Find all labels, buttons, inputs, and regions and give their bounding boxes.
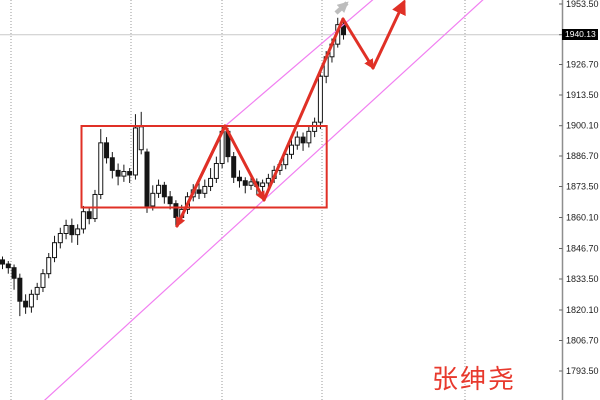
candle-body-down bbox=[0, 259, 5, 265]
axis-price-label: 1793.50 bbox=[566, 366, 599, 376]
candle-body-up bbox=[202, 185, 208, 194]
candle-body-down bbox=[69, 224, 75, 236]
candle-body-down bbox=[144, 151, 150, 207]
candle-body-up bbox=[80, 211, 86, 230]
candle-body-down bbox=[161, 184, 167, 198]
vertical-gridlines bbox=[10, 0, 466, 400]
candle-body-up bbox=[121, 171, 127, 177]
candle-body-up bbox=[40, 273, 46, 288]
gray-arrow bbox=[334, 1, 349, 15]
candle-body-up bbox=[265, 177, 271, 184]
current-price-value: 1940.13 bbox=[565, 29, 596, 39]
axis-price-label: 1833.50 bbox=[566, 274, 599, 284]
candle-body-up bbox=[156, 184, 162, 194]
candle-body-down bbox=[11, 267, 17, 279]
candle-body-up bbox=[150, 192, 156, 207]
candle-body-down bbox=[167, 196, 173, 205]
zigzag-arrows bbox=[175, 0, 406, 228]
candle-body-down bbox=[17, 277, 23, 302]
candle-body-down bbox=[127, 171, 133, 176]
candle-body-down bbox=[115, 169, 121, 177]
axis-price-label: 1913.50 bbox=[566, 90, 599, 100]
candle-body-down bbox=[109, 157, 115, 171]
candle-body-up bbox=[34, 286, 40, 295]
axis-price-label: 1886.70 bbox=[566, 151, 599, 161]
candle-body-up bbox=[317, 75, 323, 123]
candle-body-up bbox=[132, 127, 138, 176]
candle-body-up bbox=[213, 163, 219, 179]
candle-body-down bbox=[104, 142, 110, 159]
axis-price-label: 1900.10 bbox=[566, 121, 599, 131]
candle-body-up bbox=[98, 142, 104, 195]
candle-body-down bbox=[23, 300, 29, 308]
candle-body-down bbox=[86, 211, 92, 220]
candle-body-down bbox=[242, 180, 248, 186]
candle-body-down bbox=[196, 189, 202, 194]
candle-body-up bbox=[248, 181, 254, 186]
candle-body-up bbox=[283, 153, 289, 166]
axis-price-label: 1953.50 bbox=[566, 0, 599, 9]
axis-price-label: 1806.70 bbox=[566, 336, 599, 346]
axis-price-label: 1860.10 bbox=[566, 213, 599, 223]
candle-body-up bbox=[208, 177, 214, 187]
signature-text: 张绅尧 bbox=[432, 364, 517, 394]
candle-body-up bbox=[138, 126, 144, 151]
candle-body-up bbox=[63, 224, 69, 234]
axis-price-label: 1820.10 bbox=[566, 305, 599, 315]
price-axis: 1953.50 1926.70 1913.50 1900.10 1886.70 1873.… bbox=[559, 0, 599, 400]
trend-channel-lines bbox=[43, 0, 484, 400]
candle-body-down bbox=[5, 263, 11, 269]
candle-body-up bbox=[75, 228, 81, 236]
candle-body-up bbox=[52, 242, 58, 259]
candle-body-up bbox=[28, 293, 34, 308]
candles bbox=[0, 17, 347, 317]
axis-price-label: 1873.50 bbox=[566, 182, 599, 192]
candle-body-up bbox=[289, 144, 294, 155]
axis-price-label: 1926.70 bbox=[566, 60, 599, 70]
candle-body-down bbox=[300, 136, 306, 144]
candle-body-down bbox=[173, 203, 179, 218]
candle-body-up bbox=[260, 182, 266, 187]
candle-body-up bbox=[46, 257, 52, 275]
consolidation-rectangle bbox=[80, 125, 328, 209]
candle-body-down bbox=[231, 156, 237, 178]
axis-price-label: 1846.70 bbox=[566, 244, 599, 254]
candle-body-up bbox=[294, 136, 300, 146]
candle-body-up bbox=[306, 130, 312, 144]
current-price-tag: 1940.13 bbox=[562, 29, 598, 40]
candle-body-down bbox=[236, 176, 242, 182]
candle-body-up bbox=[57, 233, 63, 244]
